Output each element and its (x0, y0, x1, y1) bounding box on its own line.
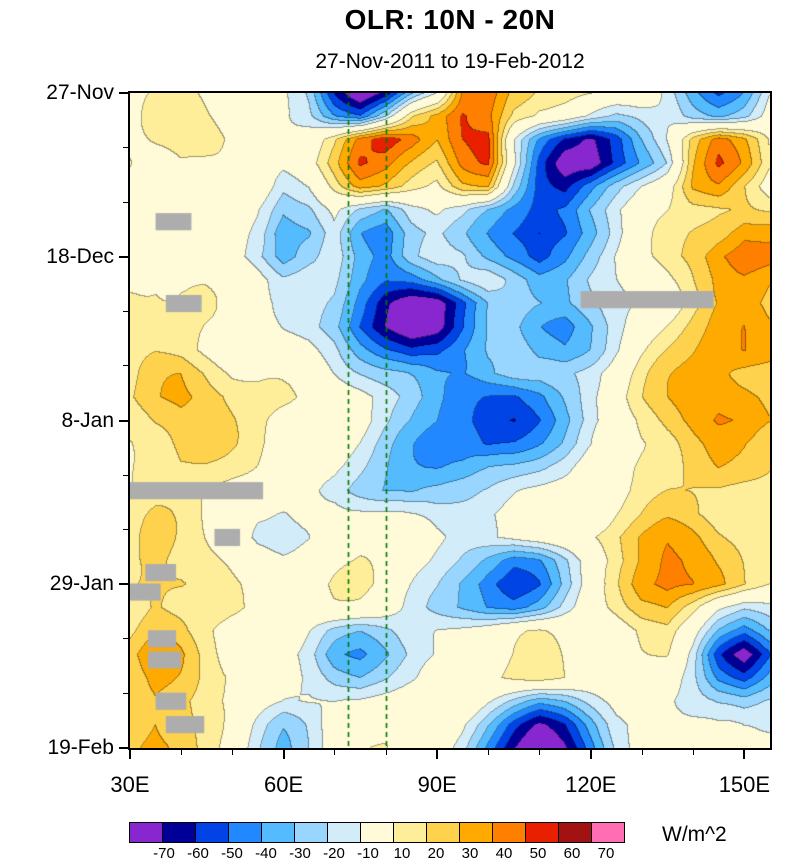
y-axis-label: 29-Jan (49, 572, 114, 596)
y-axis-label: 8-Jan (61, 408, 114, 432)
y-axis-major-tick (119, 583, 128, 586)
y-axis-label: 27-Nov (46, 81, 114, 104)
colorbar-swatch (558, 822, 592, 843)
colorbar-label: -10 (357, 845, 379, 862)
colorbar (129, 822, 642, 843)
colorbar-swatch (162, 822, 196, 843)
x-axis-major-tick (589, 750, 592, 759)
y-axis-label: 19-Feb (47, 736, 114, 759)
colorbar-label: 20 (427, 845, 445, 862)
colorbar-swatch (492, 822, 526, 843)
x-axis-minor-tick (385, 750, 387, 755)
colorbar-swatch (360, 822, 394, 843)
colorbar-label: 10 (393, 845, 411, 862)
x-axis-label: 120E (565, 772, 617, 797)
y-axis-minor-tick (123, 201, 128, 203)
colorbar-swatch (426, 822, 460, 843)
colorbar-label: -60 (187, 845, 209, 862)
x-axis-label: 60E (264, 772, 304, 797)
colorbar-label: 30 (461, 845, 479, 862)
y-axis-major-tick (119, 255, 128, 258)
heatmap-canvas (130, 93, 770, 748)
x-axis-minor-tick (641, 750, 643, 755)
y-axis-major-tick (119, 92, 128, 94)
colorbar-swatch (591, 822, 625, 843)
x-axis-major-tick (282, 750, 285, 759)
x-axis-minor-tick (231, 750, 233, 755)
y-axis-minor-tick (123, 529, 128, 531)
y-axis-label: 18-Dec (46, 244, 114, 268)
colorbar-label: -40 (255, 845, 277, 862)
colorbar-swatch (261, 822, 295, 843)
y-axis-minor-tick (123, 310, 128, 312)
y-axis-minor-tick (123, 692, 128, 694)
colorbar-swatch (327, 822, 361, 843)
colorbar-swatch (294, 822, 328, 843)
x-axis-minor-tick (692, 750, 694, 755)
colorbar-label: -30 (289, 845, 311, 862)
colorbar-label: -70 (153, 845, 175, 862)
colorbar-units-label: W/m^2 (662, 823, 727, 846)
x-axis-major-tick (743, 750, 746, 759)
y-axis-major-tick (119, 419, 128, 422)
x-axis-minor-tick (180, 750, 182, 755)
x-axis-minor-tick (539, 750, 541, 755)
colorbar-swatch (525, 822, 559, 843)
colorbar-swatch (195, 822, 229, 843)
colorbar-label: -50 (221, 845, 243, 862)
colorbar-swatch (129, 822, 163, 843)
colorbar-label: 40 (495, 845, 513, 862)
colorbar-label: 70 (597, 845, 615, 862)
x-axis-minor-tick (334, 750, 336, 755)
y-axis-minor-tick (123, 365, 128, 367)
x-axis-major-tick (129, 750, 131, 759)
x-axis-label: 30E (110, 772, 150, 797)
chart-subtitle: 27-Nov-2011 to 19-Feb-2012 (315, 50, 585, 73)
y-axis-minor-tick (123, 474, 128, 476)
colorbar-label: 60 (563, 845, 581, 862)
y-axis-minor-tick (123, 147, 128, 149)
colorbar-swatch (228, 822, 262, 843)
y-axis-minor-tick (123, 638, 128, 640)
x-axis-major-tick (436, 750, 439, 759)
x-axis-minor-tick (487, 750, 489, 755)
chart-title: OLR: 10N - 20N (344, 4, 556, 35)
x-axis-label: 150E (718, 772, 771, 797)
colorbar-swatch (393, 822, 427, 843)
colorbar-label: -20 (323, 845, 345, 862)
x-axis-label: 90E (417, 772, 457, 797)
colorbar-swatch (459, 822, 493, 843)
y-axis-major-tick (119, 747, 128, 749)
colorbar-label: 50 (529, 845, 547, 862)
